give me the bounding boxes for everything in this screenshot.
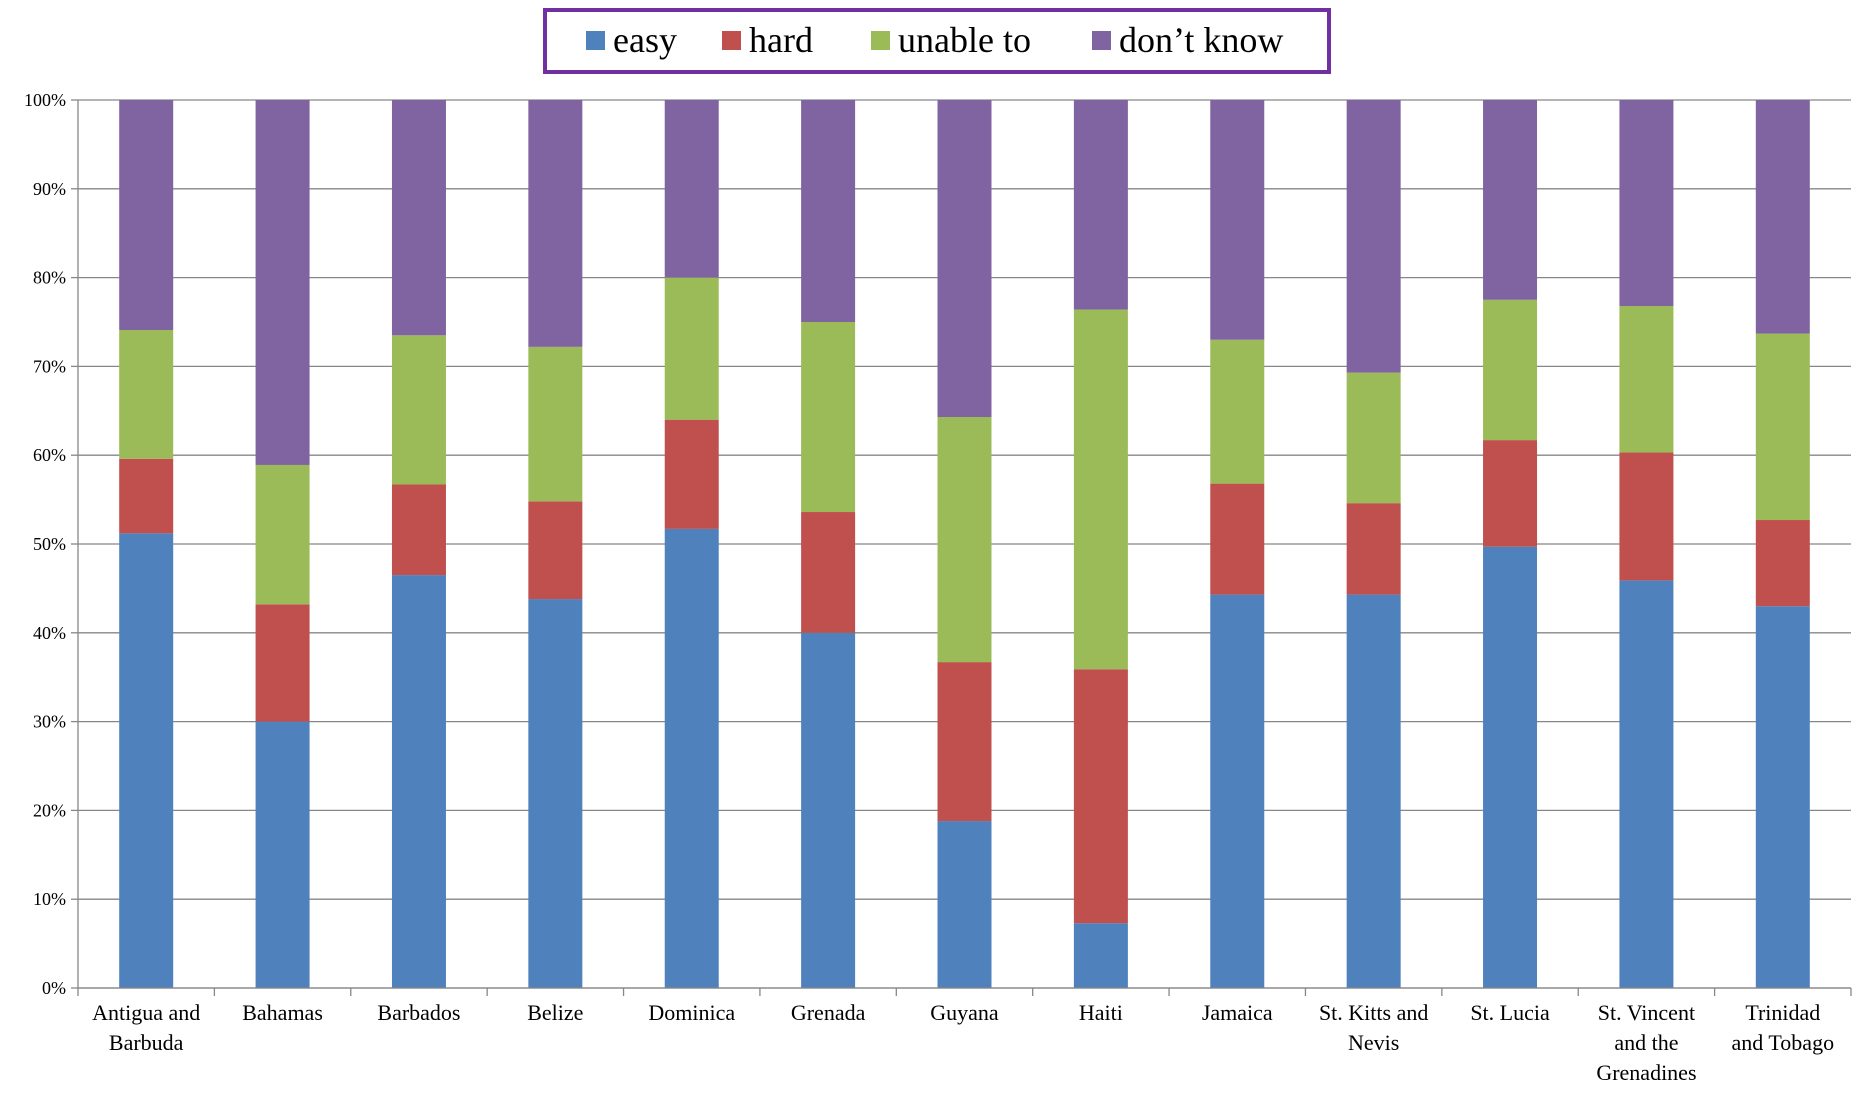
bar-segment-don-t-know xyxy=(256,100,310,465)
y-tick-label: 0% xyxy=(42,978,66,998)
legend: easy hard unable to don’t know xyxy=(545,10,1329,72)
bar-segment-easy xyxy=(1210,595,1264,988)
x-tick-label: Barbados xyxy=(377,1000,460,1025)
bar-segment-don-t-know xyxy=(528,100,582,347)
x-tick-label: Guyana xyxy=(930,1000,999,1025)
legend-label: hard xyxy=(749,20,813,60)
bar-segment-hard xyxy=(119,459,173,534)
y-axis-tick-labels: 0% 10% 20% 30% 40% 50% 60% 70% 80% 90% 100% xyxy=(24,90,66,998)
y-tick-label: 80% xyxy=(33,268,66,288)
bar-segment-easy xyxy=(665,529,719,988)
bar-segment-easy xyxy=(119,533,173,988)
bar-segment-unable-to xyxy=(1074,310,1128,670)
bar-segment-unable-to xyxy=(528,347,582,502)
bar-segment-don-t-know xyxy=(1756,100,1810,334)
x-tick-label: Haiti xyxy=(1079,1000,1123,1025)
bar-segment-easy xyxy=(1619,580,1673,988)
bar-segment-don-t-know xyxy=(1074,100,1128,310)
legend-label: don’t know xyxy=(1119,20,1283,60)
bar-segment-easy xyxy=(801,633,855,988)
bar-segment-unable-to xyxy=(1347,373,1401,504)
bar-segment-unable-to xyxy=(119,330,173,459)
bar-segment-hard xyxy=(665,420,719,529)
bar-segment-easy xyxy=(392,575,446,988)
bar-segment-hard xyxy=(392,485,446,576)
bar-segment-hard xyxy=(1619,453,1673,581)
bar-segment-unable-to xyxy=(1210,340,1264,484)
bar-segment-easy xyxy=(528,599,582,988)
bar-segment-unable-to xyxy=(392,335,446,484)
y-tick-label: 40% xyxy=(33,623,66,643)
y-tick-label: 100% xyxy=(24,90,66,110)
bar-segment-hard xyxy=(1347,503,1401,594)
x-tick-label: St. Kitts and Nevis xyxy=(1319,1000,1428,1055)
bar-segment-hard xyxy=(256,604,310,721)
legend-swatch xyxy=(722,31,741,50)
legend-swatch xyxy=(871,31,890,50)
bar-segment-hard xyxy=(528,501,582,599)
bar-segment-don-t-know xyxy=(1210,100,1264,340)
bar-segment-hard xyxy=(1210,484,1264,595)
bar-segment-easy xyxy=(1756,606,1810,988)
y-tick-label: 50% xyxy=(33,534,66,554)
bar-segment-unable-to xyxy=(938,417,992,662)
x-tick-label: Dominica xyxy=(648,1000,735,1025)
bar-segment-unable-to xyxy=(256,465,310,604)
bar-segment-don-t-know xyxy=(392,100,446,335)
x-tick-label: Antigua and Barbuda xyxy=(92,1000,200,1055)
bar-segment-don-t-know xyxy=(938,100,992,417)
bar-segment-hard xyxy=(938,662,992,821)
bar-segment-easy xyxy=(1074,923,1128,988)
bar-segment-hard xyxy=(1074,669,1128,923)
x-tick-label: Jamaica xyxy=(1202,1000,1273,1025)
x-tick-label: Belize xyxy=(527,1000,583,1025)
bar-segment-hard xyxy=(1756,520,1810,606)
legend-label: easy xyxy=(613,20,677,60)
bar-segment-easy xyxy=(1483,547,1537,988)
y-tick-label: 10% xyxy=(33,889,66,909)
x-tick-label: Grenada xyxy=(791,1000,866,1025)
bar-segment-easy xyxy=(1347,595,1401,988)
bar-segment-hard xyxy=(1483,440,1537,547)
bar-segment-unable-to xyxy=(665,278,719,420)
bar-segment-unable-to xyxy=(1483,300,1537,440)
bar-segment-don-t-know xyxy=(801,100,855,322)
x-axis-tick-labels: Antigua and Barbuda Bahamas Barbados Belize D… xyxy=(92,1000,1834,1085)
bar-segment-don-t-know xyxy=(119,100,173,330)
bar-segment-hard xyxy=(801,512,855,633)
x-tick-label: Bahamas xyxy=(242,1000,323,1025)
bar-segment-unable-to xyxy=(1756,334,1810,520)
bar-segment-don-t-know xyxy=(1347,100,1401,373)
bar-segment-unable-to xyxy=(1619,306,1673,453)
bar-segment-don-t-know xyxy=(1483,100,1537,300)
bar-segment-don-t-know xyxy=(1619,100,1673,306)
x-tick-label: Trinidad and Tobago xyxy=(1732,1000,1835,1055)
bar-segment-unable-to xyxy=(801,322,855,512)
legend-swatch xyxy=(1092,31,1111,50)
y-tick-label: 30% xyxy=(33,712,66,732)
y-tick-label: 60% xyxy=(33,445,66,465)
bar-segment-easy xyxy=(256,722,310,988)
bar-segment-don-t-know xyxy=(665,100,719,278)
y-tick-label: 90% xyxy=(33,179,66,199)
y-tick-label: 20% xyxy=(33,800,66,820)
bar-segment-easy xyxy=(938,821,992,988)
x-tick-label: St. Vincent and the Grenadines xyxy=(1596,1000,1696,1085)
legend-swatch xyxy=(586,31,605,50)
legend-label: unable to xyxy=(898,20,1031,60)
y-tick-label: 70% xyxy=(33,356,66,376)
x-tick-label: St. Lucia xyxy=(1470,1000,1550,1025)
